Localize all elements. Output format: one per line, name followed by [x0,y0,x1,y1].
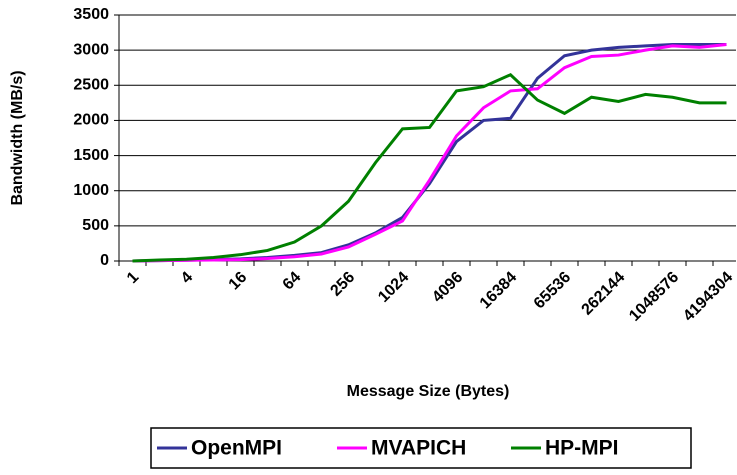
y-tick-label: 3500 [73,6,109,23]
legend-label: MVAPICH [371,437,466,460]
x-tick-label: 4096 [429,269,466,306]
y-tick-label: 500 [82,217,109,234]
x-tick-label: 16 [226,269,251,294]
x-axis-label: Message Size (Bytes) [347,383,510,400]
series-line [132,43,727,263]
series-line [132,43,727,263]
legend-label: OpenMPI [191,437,282,460]
y-tick-label: 0 [100,252,109,269]
x-tick-label: 65536 [531,269,575,313]
x-tick-label: 256 [327,269,358,300]
y-tick-label: 2000 [73,112,109,129]
y-tick-label: 1500 [73,147,109,164]
y-tick-label: 2500 [73,77,109,94]
legend-label: HP-MPI [545,437,619,460]
x-tick-label: 16384 [477,269,521,313]
x-tick-label: 4 [178,269,196,287]
y-tick-label: 3000 [73,41,109,58]
x-tick-label: 64 [280,269,305,294]
y-tick-label: 1000 [73,182,109,199]
y-axis-label: Bandwidth (MB/s) [9,70,26,205]
x-tick-label: 1 [124,269,142,287]
x-tick-label: 262144 [579,269,629,319]
x-tick-label: 1024 [375,269,412,306]
x-tick-label: 1048576 [626,269,682,325]
series-line [132,72,727,263]
legend-box [150,427,692,469]
x-tick-label: 4194304 [680,269,736,325]
